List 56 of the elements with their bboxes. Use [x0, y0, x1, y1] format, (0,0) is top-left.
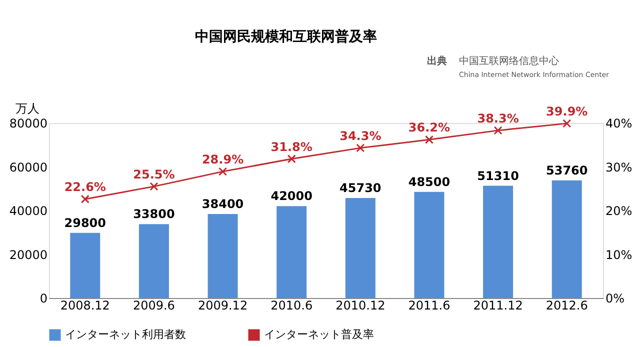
y2-tick-label: 0%	[606, 292, 625, 306]
data-label: 28.9%	[202, 152, 244, 167]
y2-tick-label: 30%	[606, 160, 632, 174]
y-tick-label: 40000	[9, 204, 48, 218]
x-tick-label: 2010.12	[336, 298, 386, 312]
bar	[414, 192, 444, 298]
data-label: 48500	[408, 174, 450, 189]
point	[356, 144, 365, 152]
data-label: 42000	[270, 189, 312, 204]
legend-label: インターネット普及率	[264, 328, 374, 341]
data-label: 25.5%	[133, 167, 175, 182]
point	[287, 154, 296, 164]
point	[562, 119, 572, 128]
point	[80, 194, 90, 204]
data-label: 38.3%	[477, 111, 519, 126]
data-label: 45730	[340, 180, 382, 195]
data-label: 51310	[477, 168, 519, 183]
data-label: 34.3%	[340, 128, 382, 143]
x-tick-label: 2011.12	[473, 298, 523, 312]
chart-title: 中国网民规模和互联网普及率	[195, 28, 377, 45]
bar	[345, 198, 376, 298]
x-tick-label: 2012.6	[546, 298, 588, 312]
y2-tick-label: 10%	[606, 248, 632, 262]
data-label: 38400	[202, 197, 244, 211]
y-tick-label: 0	[40, 292, 48, 306]
x-tick-label: 2008.12	[60, 298, 110, 312]
bar	[138, 224, 169, 298]
point	[218, 167, 228, 176]
point	[494, 126, 502, 135]
bar	[483, 186, 514, 298]
bar	[276, 206, 307, 298]
legend-label: インターネット利用者数	[65, 328, 186, 341]
x-tick-label: 2010.6	[270, 298, 313, 312]
data-label: 31.8%	[270, 140, 312, 154]
y-tick-label: 80000	[9, 116, 48, 130]
y2-tick-label: 20%	[606, 204, 632, 218]
data-label: 39.9%	[546, 104, 588, 118]
bar	[552, 180, 582, 298]
x-tick-label: 2009.12	[198, 298, 248, 312]
point	[424, 135, 434, 144]
data-label: 29800	[64, 216, 106, 230]
y-axis-title: 万人	[16, 102, 40, 116]
bar	[208, 214, 238, 298]
y-tick-label: 60000	[9, 160, 48, 174]
data-label: 36.2%	[408, 120, 450, 135]
point	[150, 182, 158, 191]
data-label: 33800	[133, 207, 175, 222]
text: 中国互联网络信息中心	[459, 55, 559, 67]
y2-tick-label: 40%	[606, 116, 632, 130]
y-tick-label: 20000	[9, 248, 48, 262]
x-tick-label: 2011.6	[408, 298, 450, 312]
bar	[70, 232, 100, 298]
data-label: 53760	[546, 163, 588, 178]
text: 出典	[427, 55, 447, 67]
x-tick-label: 2009.6	[132, 298, 175, 312]
data-label: 22.6%	[64, 180, 106, 194]
